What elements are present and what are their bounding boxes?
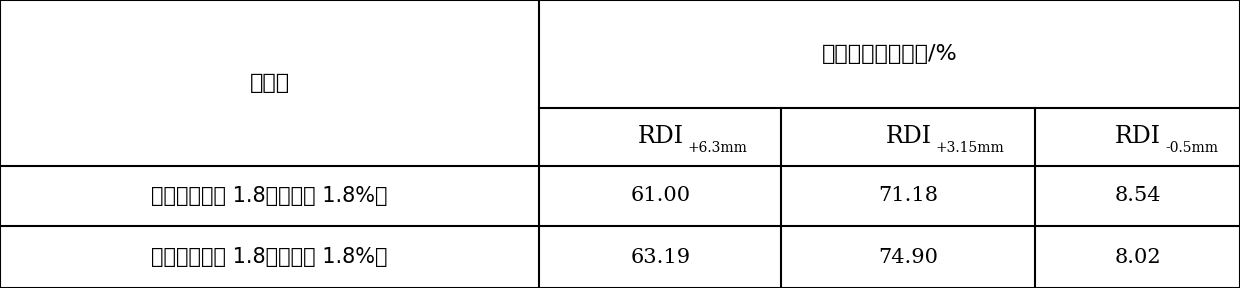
Text: RDI: RDI [885, 125, 931, 148]
Text: 实施例（碱度 1.8，氧化镁 1.8%）: 实施例（碱度 1.8，氧化镁 1.8%） [151, 247, 388, 267]
Text: 63.19: 63.19 [630, 248, 691, 266]
Text: 对比例（碱度 1.8，氧化镁 1.8%）: 对比例（碱度 1.8，氧化镁 1.8%） [151, 186, 388, 206]
Text: +3.15mm: +3.15mm [935, 141, 1004, 155]
Text: 74.90: 74.90 [878, 248, 939, 266]
Text: -0.5mm: -0.5mm [1166, 141, 1218, 155]
Text: 8.54: 8.54 [1115, 186, 1161, 205]
Text: 71.18: 71.18 [878, 186, 939, 205]
Text: 烧结矿: 烧结矿 [249, 73, 290, 93]
Text: RDI: RDI [637, 125, 683, 148]
Text: 61.00: 61.00 [630, 186, 691, 205]
Text: +6.3mm: +6.3mm [687, 141, 748, 155]
Text: RDI: RDI [1115, 125, 1161, 148]
Text: 低温还原粉化指标/%: 低温还原粉化指标/% [822, 44, 957, 64]
Text: 8.02: 8.02 [1115, 248, 1161, 266]
